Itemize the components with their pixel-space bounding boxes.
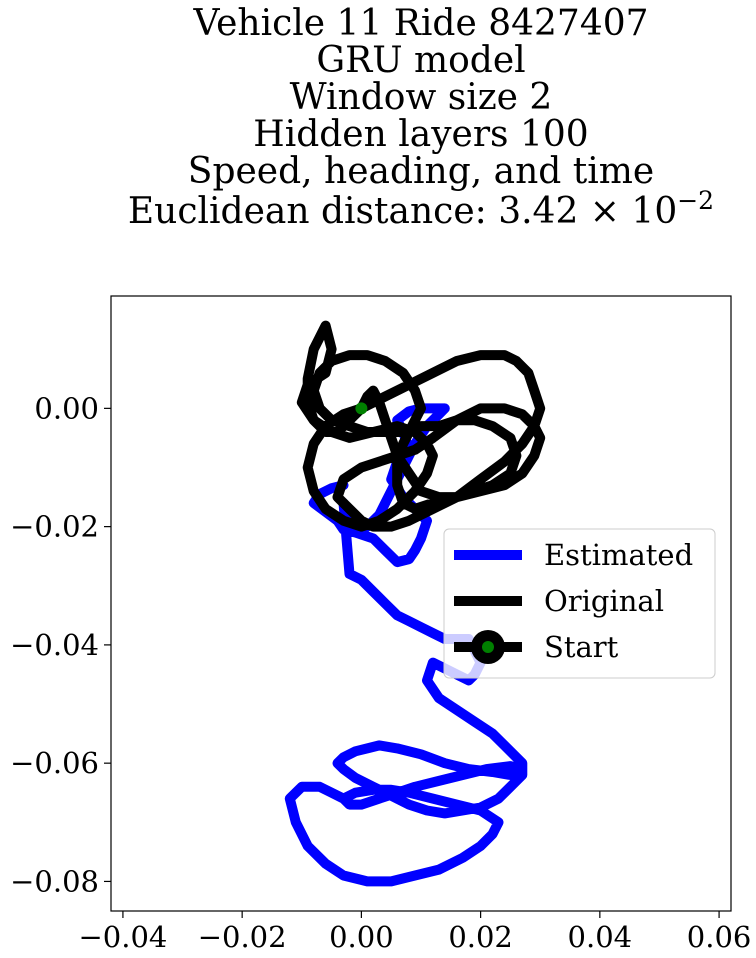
title-line: Window size 2 xyxy=(290,77,553,118)
title-line: GRU model xyxy=(316,40,525,81)
y-tick-label: −0.04 xyxy=(10,628,99,662)
start-marker xyxy=(355,402,368,415)
series-layer xyxy=(284,320,546,887)
series-line-original xyxy=(296,320,546,532)
title-line: Hidden layers 100 xyxy=(253,114,588,155)
x-tick-label: 0.06 xyxy=(687,920,752,954)
x-tick-label: 0.04 xyxy=(568,920,633,954)
legend-label: Estimated xyxy=(544,538,693,572)
title-metric-part: Euclidean distance: xyxy=(128,191,498,232)
x-tick-label: 0.00 xyxy=(329,920,394,954)
x-axis: −0.04 −0.02 0.00 0.02 0.04 0.06 xyxy=(78,911,751,954)
y-tick-label: −0.08 xyxy=(10,864,99,898)
legend-label: Start xyxy=(544,630,619,664)
x-tick-label: −0.04 xyxy=(78,920,167,954)
legend: Estimated Original Start xyxy=(443,528,716,679)
title-metric: Euclidean distance: 3.42 × 10−2 xyxy=(128,186,714,232)
title-metric-part: 10 xyxy=(631,191,677,232)
legend-label: Original xyxy=(544,584,664,618)
title-line: Speed, heading, and time xyxy=(188,151,654,192)
y-tick-label: 0.00 xyxy=(34,391,99,425)
title-line: Vehicle 11 Ride 8427407 xyxy=(192,3,648,44)
title-metric-part: × xyxy=(578,191,631,232)
y-tick-label: −0.06 xyxy=(10,746,99,780)
title-metric-part: 3.42 xyxy=(498,191,578,232)
legend-box xyxy=(443,528,716,679)
x-tick-label: −0.02 xyxy=(198,920,287,954)
title-metric-exponent: −2 xyxy=(677,186,714,215)
y-axis: 0.00 −0.02 −0.04 −0.06 −0.08 xyxy=(10,391,111,898)
legend-start-marker xyxy=(482,641,494,653)
plot-frame xyxy=(110,295,732,912)
y-tick-label: −0.02 xyxy=(10,510,99,544)
x-tick-label: 0.02 xyxy=(448,920,513,954)
